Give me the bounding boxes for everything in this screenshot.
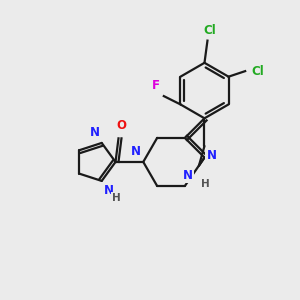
Text: O: O xyxy=(116,119,127,132)
Text: N: N xyxy=(183,169,193,182)
Text: N: N xyxy=(104,184,114,197)
Text: N: N xyxy=(90,126,100,139)
Text: N: N xyxy=(206,149,217,162)
Text: H: H xyxy=(112,193,120,203)
Text: F: F xyxy=(152,79,160,92)
Text: Cl: Cl xyxy=(203,24,216,37)
Text: Cl: Cl xyxy=(251,64,264,78)
Text: N: N xyxy=(131,145,141,158)
Text: H: H xyxy=(201,178,210,188)
